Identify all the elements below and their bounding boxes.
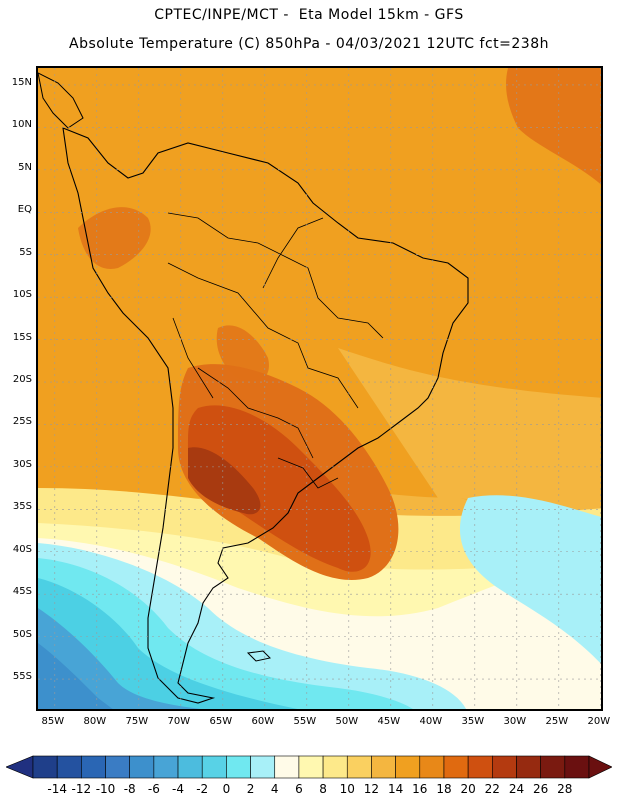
- lat-label: 10S: [12, 289, 32, 301]
- colorbar-label: 18: [436, 782, 452, 796]
- lat-label: 15N: [11, 76, 32, 88]
- central-america-coastline: [38, 72, 84, 129]
- lat-label: 5N: [18, 161, 32, 173]
- colorbar-label: 12: [363, 782, 380, 796]
- colorbar-label: 16: [412, 782, 428, 796]
- colorbar-label: 6: [295, 782, 303, 796]
- lat-label: 25S: [12, 416, 32, 428]
- lon-label: 50W: [335, 716, 359, 727]
- mild-band-atlantic: [338, 348, 601, 513]
- colorbar-box: [467, 755, 493, 779]
- heat-patch-middle: [188, 405, 371, 572]
- lon-label: 60W: [251, 716, 275, 727]
- lat-label: 20S: [12, 374, 32, 385]
- title-line-2: Absolute Temperature (C) 850hPa - 04/03/…: [69, 36, 549, 52]
- colorbar-box: [105, 755, 130, 779]
- lon-label: 30W: [503, 716, 527, 727]
- colorbar-label: 26: [533, 782, 549, 796]
- colorbar: [6, 755, 612, 779]
- temperature-map: [38, 68, 601, 709]
- colorbar-box: [298, 755, 324, 779]
- lon-label: 80W: [83, 716, 107, 727]
- colorbar-label: -4: [172, 782, 185, 796]
- colorbar-over-arrow: [588, 755, 612, 779]
- colorbar-label: 4: [270, 782, 279, 796]
- colorbar-box: [32, 755, 58, 779]
- colorbar-box: [226, 755, 251, 779]
- lon-label: 75W: [125, 716, 149, 727]
- lat-label: 5S: [19, 246, 32, 258]
- light-cyan-patch-east: [459, 495, 601, 664]
- colorbar-box: [177, 755, 203, 779]
- colorbar-box: [419, 755, 445, 779]
- colorbar-box: [322, 755, 348, 779]
- blue-band-2: [38, 643, 113, 709]
- heat-patch-core: [188, 447, 261, 515]
- lat-lon-grid: [38, 68, 601, 709]
- colorbar-box: [540, 755, 566, 779]
- heat-patch-andes-north: [78, 207, 151, 269]
- colorbar-box: [516, 755, 541, 779]
- colorbar-label: 22: [484, 782, 500, 796]
- lat-label: 40S: [12, 543, 32, 555]
- colorbar-box: [56, 755, 82, 779]
- lon-label: 85W: [41, 716, 65, 727]
- title-line-1: CPTEC/INPE/MCT - Eta Model 15km - GFS: [154, 7, 464, 23]
- colorbar-label: -12: [71, 782, 92, 796]
- map-panel: [36, 66, 603, 711]
- colorbar-label: -8: [123, 782, 136, 796]
- lon-label: 70W: [167, 716, 191, 727]
- colorbar-label: -14: [47, 782, 67, 796]
- colorbar-box: [371, 755, 396, 779]
- colorbar-under-arrow: [6, 755, 34, 779]
- colorbar-label: -6: [147, 782, 160, 796]
- colorbar-box: [81, 755, 106, 779]
- colorbar-label: 10: [339, 782, 355, 796]
- colorbar-label: 24: [508, 782, 525, 796]
- colorbar-label: 0: [222, 782, 231, 796]
- lon-label: 40W: [419, 716, 443, 727]
- colorbar-box: [492, 755, 517, 779]
- lat-label: 35S: [12, 501, 32, 513]
- lon-label: 25W: [545, 716, 569, 727]
- south-america-coastline: [62, 127, 469, 704]
- colorbar-box: [346, 755, 372, 779]
- colorbar-label: 14: [387, 782, 404, 796]
- lat-label: 45S: [12, 586, 32, 598]
- colorbar-label: -2: [196, 782, 209, 796]
- colorbar-box: [250, 755, 276, 779]
- country-borders: [167, 212, 384, 489]
- lon-label: 35W: [461, 716, 485, 727]
- heat-patch-andes-south: [216, 325, 269, 382]
- lon-label: 20W: [587, 716, 611, 727]
- colorbar-box: [201, 755, 227, 779]
- colorbar-box: [564, 755, 590, 779]
- colorbar-label: 8: [319, 782, 327, 796]
- colorbar-box: [274, 755, 300, 779]
- colorbar-label: 28: [557, 782, 573, 796]
- lon-label: 45W: [377, 716, 401, 727]
- lat-label: 30S: [12, 458, 32, 470]
- lon-label: 65W: [209, 716, 233, 727]
- lat-label: 55S: [12, 671, 32, 683]
- colorbar-label: -10: [95, 782, 116, 796]
- hot-patch-atlantic-ne: [506, 68, 601, 185]
- lat-label: 15S: [12, 331, 32, 343]
- lat-label: EQ: [17, 204, 32, 216]
- lat-label: 10N: [11, 119, 32, 131]
- lon-label: 55W: [293, 716, 317, 727]
- colorbar-box: [443, 755, 469, 779]
- colorbar-label: 2: [246, 782, 255, 796]
- colorbar-label: 20: [460, 782, 476, 796]
- colorbar-box: [129, 755, 155, 779]
- colorbar-box: [153, 755, 179, 779]
- lat-label: 50S: [12, 628, 32, 640]
- falkland-islands: [246, 650, 272, 662]
- colorbar-box: [395, 755, 421, 779]
